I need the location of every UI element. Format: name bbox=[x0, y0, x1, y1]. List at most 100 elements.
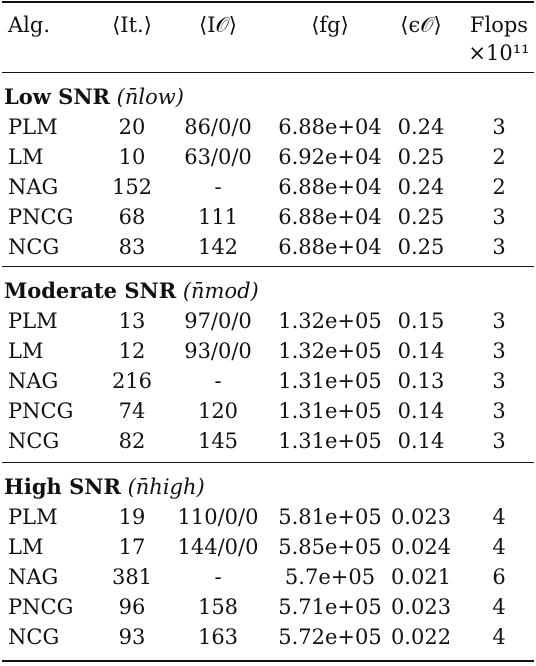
cell-fg: 6.88e+04 bbox=[278, 205, 382, 229]
cell-io: 110/0/0 bbox=[177, 505, 259, 529]
table-row: PLM 19 110/0/0 5.81e+05 0.023 4 bbox=[0, 502, 536, 532]
cell-it: 19 bbox=[118, 505, 146, 529]
cell-it: 74 bbox=[118, 399, 146, 423]
table-row: LM 12 93/0/0 1.32e+05 0.14 3 bbox=[0, 336, 536, 366]
cell-alg: LM bbox=[8, 535, 44, 559]
cell-it: 12 bbox=[118, 339, 146, 363]
header-rule bbox=[2, 72, 534, 73]
cell-io: 145 bbox=[197, 429, 239, 453]
table-row: PLM 20 86/0/0 6.88e+04 0.24 3 bbox=[0, 112, 536, 142]
table-row: NCG 83 142 6.88e+04 0.25 3 bbox=[0, 232, 536, 262]
cell-flops: 4 bbox=[492, 535, 506, 559]
cell-io: 97/0/0 bbox=[184, 309, 252, 333]
group-rule bbox=[2, 462, 534, 463]
cell-flops: 3 bbox=[492, 369, 506, 393]
table-row: NCG 82 145 1.31e+05 0.14 3 bbox=[0, 426, 536, 456]
cell-io: 144/0/0 bbox=[177, 535, 259, 559]
cell-alg: NCG bbox=[8, 235, 60, 259]
cell-fg: 5.85e+05 bbox=[278, 535, 382, 559]
group-param: (n̄low) bbox=[116, 85, 184, 109]
cell-fg: 1.31e+05 bbox=[278, 369, 382, 393]
cell-io: 142 bbox=[197, 235, 239, 259]
cell-eps: 0.14 bbox=[397, 339, 445, 363]
cell-alg: NAG bbox=[8, 565, 59, 589]
cell-fg: 6.92e+04 bbox=[278, 145, 382, 169]
cell-alg: PLM bbox=[8, 115, 58, 139]
table-row: LM 10 63/0/0 6.92e+04 0.25 2 bbox=[0, 142, 536, 172]
cell-alg: LM bbox=[8, 339, 44, 363]
cell-fg: 1.31e+05 bbox=[278, 429, 382, 453]
group-label: Moderate SNR bbox=[4, 278, 177, 303]
cell-eps: 0.023 bbox=[390, 505, 452, 529]
table-header: Alg. ⟨It.⟩ ⟨I𝒪⟩ ⟨fg⟩ ⟨ϵ𝒪⟩ Flops ×10¹¹ bbox=[0, 8, 536, 68]
cell-eps: 0.13 bbox=[397, 369, 445, 393]
group-title-moderate: Moderate SNR (n̄mod) bbox=[4, 276, 259, 306]
group-rule bbox=[2, 266, 534, 267]
cell-fg: 1.31e+05 bbox=[278, 399, 382, 423]
header-alg: Alg. bbox=[8, 13, 50, 37]
cell-it: 17 bbox=[118, 535, 146, 559]
cell-io: 158 bbox=[197, 595, 239, 619]
table-row: LM 17 144/0/0 5.85e+05 0.024 4 bbox=[0, 532, 536, 562]
cell-eps: 0.24 bbox=[397, 175, 445, 199]
header-flops-unit: ×10¹¹ bbox=[468, 41, 530, 65]
cell-fg: 5.71e+05 bbox=[278, 595, 382, 619]
cell-flops: 3 bbox=[492, 205, 506, 229]
cell-flops: 3 bbox=[492, 235, 506, 259]
cell-it: 93 bbox=[118, 625, 146, 649]
cell-flops: 4 bbox=[492, 505, 506, 529]
group-label: High SNR bbox=[4, 474, 121, 499]
group-label: Low SNR bbox=[4, 84, 110, 109]
group-title-low: Low SNR (n̄low) bbox=[4, 82, 184, 112]
header-fg: ⟨fg⟩ bbox=[311, 13, 349, 37]
group-title-high: High SNR (n̄high) bbox=[4, 472, 205, 502]
cell-flops: 3 bbox=[492, 339, 506, 363]
cell-alg: PLM bbox=[8, 505, 58, 529]
cell-eps: 0.25 bbox=[397, 235, 445, 259]
cell-eps: 0.024 bbox=[390, 535, 452, 559]
cell-fg: 6.88e+04 bbox=[278, 175, 382, 199]
cell-flops: 3 bbox=[492, 115, 506, 139]
cell-it: 216 bbox=[111, 369, 153, 393]
cell-alg: LM bbox=[8, 145, 44, 169]
cell-fg: 6.88e+04 bbox=[278, 235, 382, 259]
cell-it: 20 bbox=[118, 115, 146, 139]
cell-alg: NAG bbox=[8, 175, 59, 199]
cell-eps: 0.023 bbox=[390, 595, 452, 619]
cell-alg: NAG bbox=[8, 369, 59, 393]
table-row: PNCG 68 111 6.88e+04 0.25 3 bbox=[0, 202, 536, 232]
header-epsilon: ⟨ϵ𝒪⟩ bbox=[400, 13, 442, 37]
group-param: (n̄high) bbox=[127, 475, 205, 499]
cell-flops: 6 bbox=[492, 565, 506, 589]
table-row: NAG 152 - 6.88e+04 0.24 2 bbox=[0, 172, 536, 202]
header-flops: Flops bbox=[469, 13, 529, 37]
cell-io: 120 bbox=[197, 399, 239, 423]
cell-alg: PLM bbox=[8, 309, 58, 333]
cell-eps: 0.24 bbox=[397, 115, 445, 139]
top-rule bbox=[2, 1, 534, 3]
cell-fg: 6.88e+04 bbox=[278, 115, 382, 139]
cell-fg: 5.72e+05 bbox=[278, 625, 382, 649]
cell-io: 111 bbox=[197, 205, 239, 229]
cell-it: 13 bbox=[118, 309, 146, 333]
cell-it: 381 bbox=[111, 565, 153, 589]
cell-eps: 0.15 bbox=[397, 309, 445, 333]
cell-io: 93/0/0 bbox=[184, 339, 252, 363]
cell-io: - bbox=[214, 369, 222, 393]
cell-flops: 3 bbox=[492, 399, 506, 423]
table-row: PNCG 74 120 1.31e+05 0.14 3 bbox=[0, 396, 536, 426]
cell-io: - bbox=[214, 175, 222, 199]
table-row: PLM 13 97/0/0 1.32e+05 0.15 3 bbox=[0, 306, 536, 336]
cell-alg: NCG bbox=[8, 429, 60, 453]
header-inner-iterations: ⟨I𝒪⟩ bbox=[199, 13, 237, 37]
cell-flops: 3 bbox=[492, 309, 506, 333]
table-row: NCG 93 163 5.72e+05 0.022 4 bbox=[0, 622, 536, 652]
group-param: (n̄mod) bbox=[182, 279, 259, 303]
cell-alg: PNCG bbox=[8, 399, 74, 423]
header-iterations: ⟨It.⟩ bbox=[112, 13, 152, 37]
cell-eps: 0.25 bbox=[397, 145, 445, 169]
cell-io: 86/0/0 bbox=[184, 115, 252, 139]
cell-eps: 0.14 bbox=[397, 399, 445, 423]
table-row: PNCG 96 158 5.71e+05 0.023 4 bbox=[0, 592, 536, 622]
